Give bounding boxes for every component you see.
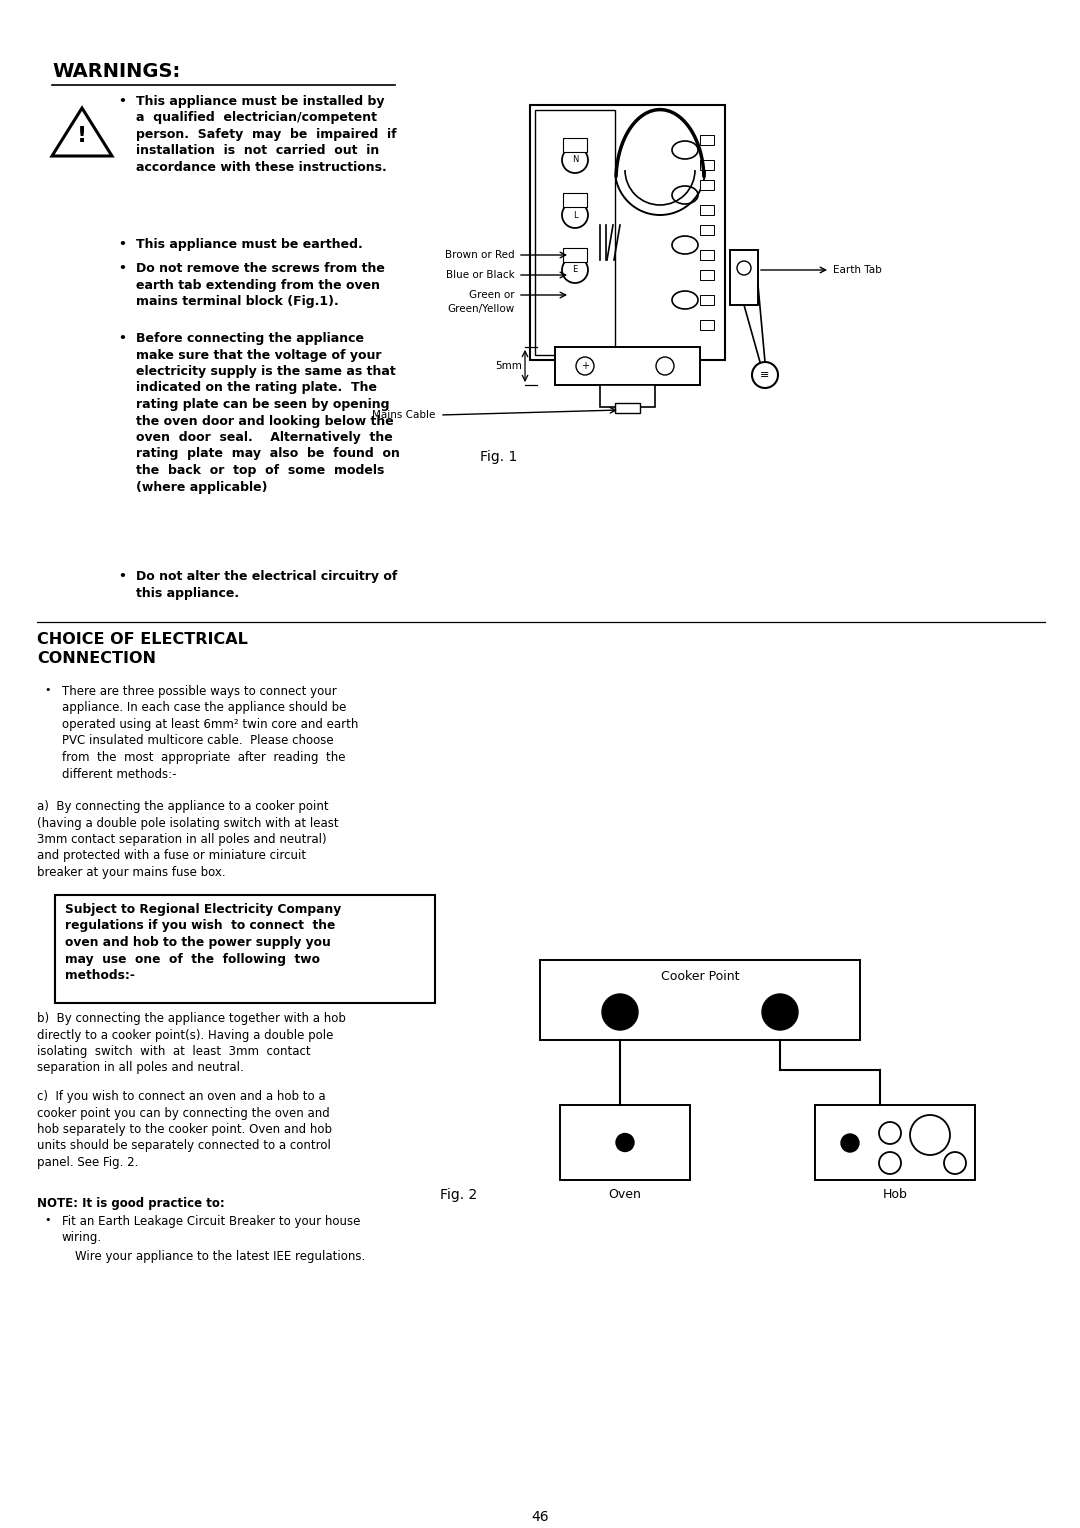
- Text: Mains Cable: Mains Cable: [372, 410, 435, 420]
- Text: ≡: ≡: [760, 370, 770, 380]
- Text: +: +: [581, 361, 589, 371]
- Text: Hob: Hob: [882, 1187, 907, 1201]
- Text: b)  By connecting the appliance together with a hob
directly to a cooker point(s: b) By connecting the appliance together …: [37, 1012, 346, 1074]
- Text: CHOICE OF ELECTRICAL
CONNECTION: CHOICE OF ELECTRICAL CONNECTION: [37, 633, 248, 666]
- Bar: [730, 251, 758, 306]
- Text: There are three possible ways to connect your
appliance. In each case the applia: There are three possible ways to connect…: [62, 685, 359, 781]
- Text: WARNINGS:: WARNINGS:: [52, 63, 180, 81]
- Text: •: •: [118, 238, 126, 251]
- Text: 5mm: 5mm: [495, 361, 522, 371]
- Text: •: •: [44, 1215, 51, 1225]
- Bar: [55, 895, 435, 1002]
- Text: Subject to Regional Electricity Company
regulations if you wish  to connect  the: Subject to Regional Electricity Company …: [65, 903, 341, 983]
- Text: Wire your appliance to the latest IEE regulations.: Wire your appliance to the latest IEE re…: [75, 1250, 365, 1264]
- Bar: [700, 295, 714, 306]
- Text: •: •: [118, 261, 126, 275]
- Circle shape: [841, 1134, 859, 1152]
- Text: •: •: [44, 685, 51, 695]
- Bar: [540, 960, 860, 1041]
- Text: Before connecting the appliance
make sure that the voltage of your
electricity s: Before connecting the appliance make sur…: [136, 332, 400, 494]
- Bar: [615, 403, 640, 413]
- Text: This appliance must be earthed.: This appliance must be earthed.: [136, 238, 363, 251]
- Text: Fig. 2: Fig. 2: [440, 1187, 477, 1203]
- Text: !: !: [77, 125, 87, 147]
- Bar: [700, 251, 714, 260]
- Circle shape: [616, 1134, 634, 1152]
- Bar: [555, 347, 700, 385]
- Bar: [561, 1105, 690, 1180]
- Bar: [815, 1105, 975, 1180]
- Circle shape: [762, 995, 798, 1030]
- Circle shape: [602, 995, 638, 1030]
- Text: L: L: [572, 211, 578, 220]
- Text: Fit an Earth Leakage Circuit Breaker to your house
wiring.: Fit an Earth Leakage Circuit Breaker to …: [62, 1215, 361, 1244]
- Text: •: •: [118, 570, 126, 584]
- Bar: [700, 134, 714, 145]
- Text: c)  If you wish to connect an oven and a hob to a
cooker point you can by connec: c) If you wish to connect an oven and a …: [37, 1089, 332, 1169]
- Text: Brown or Red: Brown or Red: [445, 251, 515, 260]
- Bar: [700, 225, 714, 235]
- Bar: [563, 248, 588, 261]
- Text: Earth Tab: Earth Tab: [833, 264, 881, 275]
- Text: Green or: Green or: [470, 290, 515, 299]
- Bar: [700, 180, 714, 189]
- Bar: [700, 205, 714, 215]
- Text: Cooker Point: Cooker Point: [661, 970, 739, 983]
- Bar: [530, 105, 725, 361]
- Text: NOTE: It is good practice to:: NOTE: It is good practice to:: [37, 1196, 225, 1210]
- Text: •: •: [118, 95, 126, 108]
- Bar: [535, 110, 615, 354]
- Bar: [700, 319, 714, 330]
- Bar: [700, 270, 714, 280]
- Bar: [563, 138, 588, 151]
- Bar: [563, 193, 588, 206]
- Text: Blue or Black: Blue or Black: [446, 270, 515, 280]
- Text: Oven: Oven: [608, 1187, 642, 1201]
- Text: This appliance must be installed by
a  qualified  electrician/competent
person. : This appliance must be installed by a qu…: [136, 95, 396, 174]
- Text: N: N: [571, 156, 578, 165]
- Text: a)  By connecting the appliance to a cooker point
(having a double pole isolatin: a) By connecting the appliance to a cook…: [37, 801, 339, 879]
- Bar: [600, 385, 654, 406]
- Text: E: E: [572, 266, 578, 275]
- Text: Do not remove the screws from the
earth tab extending from the oven
mains termin: Do not remove the screws from the earth …: [136, 261, 384, 309]
- Text: •: •: [118, 332, 126, 345]
- Text: Fig. 1: Fig. 1: [480, 451, 517, 465]
- Bar: [700, 160, 714, 170]
- Text: 46: 46: [531, 1510, 549, 1523]
- Text: Do not alter the electrical circuitry of
this appliance.: Do not alter the electrical circuitry of…: [136, 570, 397, 599]
- Text: Green/Yellow: Green/Yellow: [448, 304, 515, 313]
